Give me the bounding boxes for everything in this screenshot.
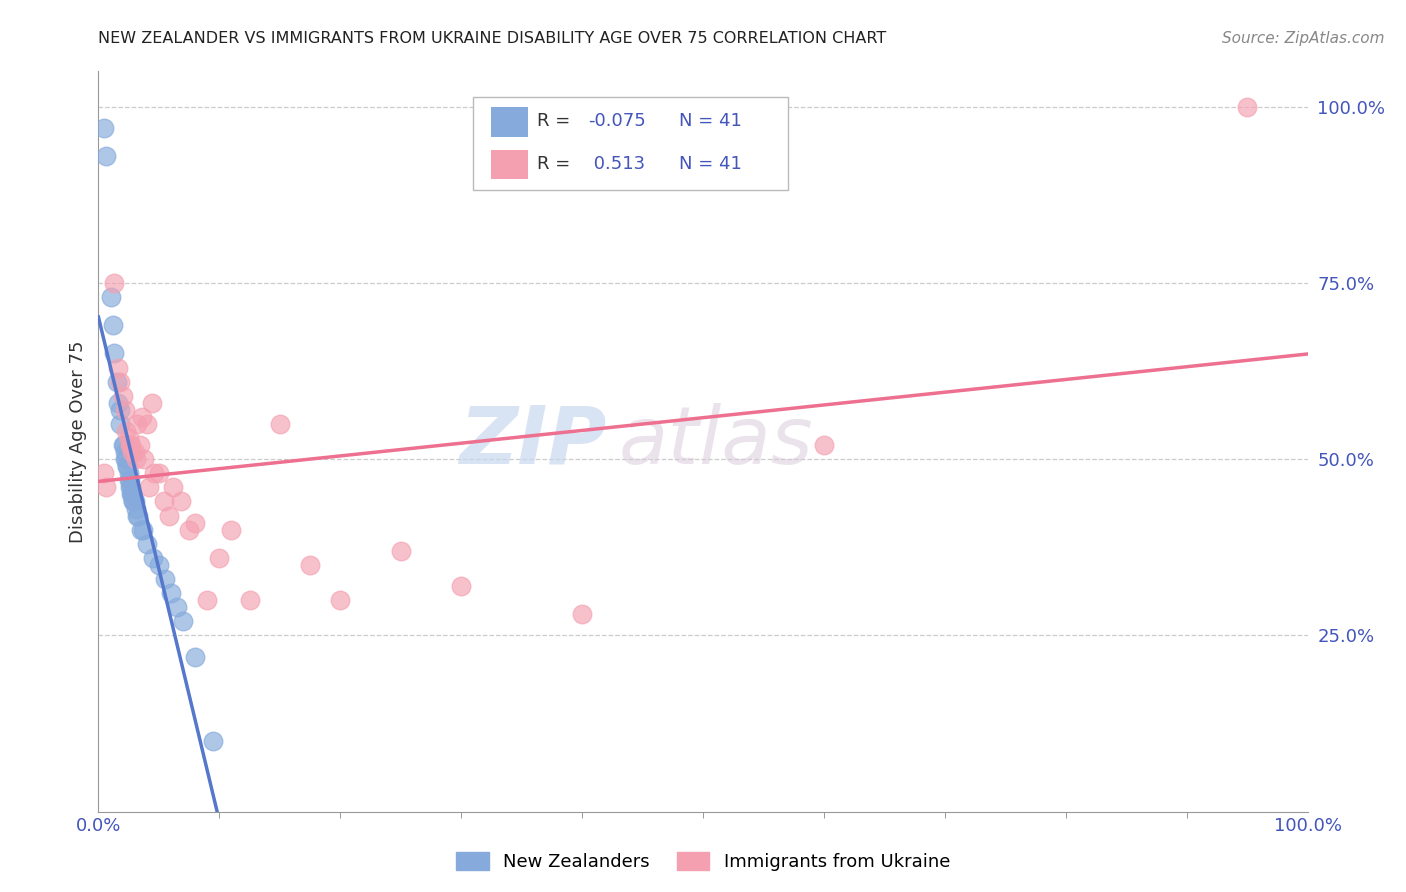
Point [166, 600, 188, 615]
Point [94, 149, 117, 163]
Point [160, 586, 183, 600]
Point [93, 120, 115, 135]
Point [121, 487, 143, 501]
Point [114, 402, 136, 417]
Point [107, 360, 129, 375]
Point [114, 452, 136, 467]
Point [115, 452, 138, 467]
Point [108, 402, 131, 417]
Point [127, 508, 149, 523]
Point [120, 438, 142, 452]
Point [127, 508, 149, 523]
Point [138, 480, 160, 494]
Point [134, 452, 156, 467]
Point [122, 494, 145, 508]
Point [128, 438, 150, 452]
Point [152, 494, 174, 508]
Point [111, 438, 134, 452]
Point [112, 438, 135, 452]
Point [571, 607, 593, 622]
Point [120, 480, 142, 494]
FancyBboxPatch shape [474, 97, 787, 190]
Point [121, 487, 143, 501]
Point [100, 290, 122, 304]
FancyBboxPatch shape [492, 107, 527, 136]
Point [143, 467, 166, 481]
Text: R =: R = [537, 155, 576, 173]
Point [148, 558, 170, 572]
Point [122, 494, 145, 508]
Point [108, 417, 131, 431]
Point [107, 396, 129, 410]
Point [121, 445, 143, 459]
Text: atlas: atlas [619, 402, 813, 481]
Point [105, 375, 128, 389]
FancyBboxPatch shape [492, 150, 527, 179]
Point [103, 276, 125, 290]
Point [135, 537, 157, 551]
Text: Source: ZipAtlas.com: Source: ZipAtlas.com [1222, 31, 1385, 46]
Point [269, 417, 291, 431]
Text: NEW ZEALANDER VS IMMIGRANTS FROM UKRAINE DISABILITY AGE OVER 75 CORRELATION CHAR: NEW ZEALANDER VS IMMIGRANTS FROM UKRAINE… [98, 31, 887, 46]
Point [389, 544, 412, 558]
Point [195, 593, 218, 607]
Point [125, 501, 148, 516]
Text: N = 41: N = 41 [679, 112, 742, 130]
Point [101, 318, 124, 333]
Text: -0.075: -0.075 [588, 112, 645, 130]
Point [117, 459, 139, 474]
Point [142, 550, 165, 565]
Legend: New Zealanders, Immigrants from Ukraine: New Zealanders, Immigrants from Ukraine [449, 845, 957, 879]
Point [118, 473, 141, 487]
Y-axis label: Disability Age Over 75: Disability Age Over 75 [69, 340, 87, 543]
Point [184, 649, 207, 664]
Point [179, 523, 201, 537]
Point [125, 452, 148, 467]
Point [813, 438, 835, 452]
Point [239, 593, 262, 607]
Point [172, 615, 194, 629]
Point [108, 375, 131, 389]
Point [111, 389, 134, 403]
Text: 0.513: 0.513 [588, 155, 645, 173]
Point [169, 494, 191, 508]
Point [118, 467, 141, 481]
Text: R =: R = [537, 112, 576, 130]
Point [1236, 100, 1258, 114]
Point [115, 424, 138, 438]
Point [103, 346, 125, 360]
Point [124, 445, 146, 459]
Point [141, 396, 163, 410]
Point [148, 467, 170, 481]
Point [118, 473, 141, 487]
Point [184, 516, 207, 530]
Text: N = 41: N = 41 [679, 155, 742, 173]
Point [202, 734, 225, 748]
Text: ZIP: ZIP [458, 402, 606, 481]
Point [120, 487, 142, 501]
Point [450, 579, 472, 593]
Point [129, 523, 152, 537]
Point [221, 523, 243, 537]
Point [114, 445, 136, 459]
Point [118, 480, 141, 494]
Point [117, 459, 139, 474]
Point [94, 480, 117, 494]
Point [131, 409, 153, 424]
Point [329, 593, 352, 607]
Point [157, 508, 180, 523]
Point [132, 523, 155, 537]
Point [93, 467, 115, 481]
Point [118, 438, 141, 452]
Point [299, 558, 322, 572]
Point [208, 550, 231, 565]
Point [162, 480, 184, 494]
Point [135, 417, 157, 431]
Point [118, 431, 141, 445]
Point [153, 572, 176, 586]
Point [124, 494, 146, 508]
Point [127, 417, 149, 431]
